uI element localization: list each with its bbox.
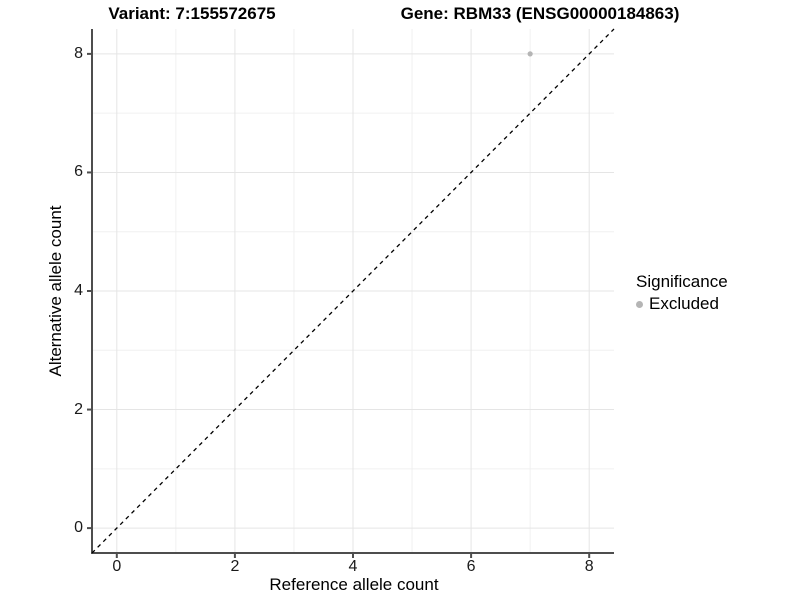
x-tick-label: 8 xyxy=(584,558,594,575)
data-point xyxy=(527,51,533,57)
variant-title: Variant: 7:155572675 xyxy=(108,4,276,23)
x-tick-label: 0 xyxy=(112,558,122,575)
excluded-marker-icon xyxy=(636,300,643,308)
legend-item-excluded: Excluded xyxy=(636,294,728,314)
y-tick-label: 0 xyxy=(74,519,83,537)
x-axis-label: Reference allele count xyxy=(269,575,439,594)
y-tick-label: 4 xyxy=(74,282,83,299)
x-tick-label: 4 xyxy=(348,558,358,575)
x-tick-label: 6 xyxy=(466,558,476,575)
legend-item-label: Excluded xyxy=(649,294,719,313)
legend: Significance Excluded xyxy=(636,272,728,314)
gene-title: Gene: RBM33 (ENSG00000184863) xyxy=(400,4,680,23)
y-axis-label: Alternative allele count xyxy=(46,205,65,377)
y-tick-label: 8 xyxy=(74,44,83,62)
y-tick-label: 2 xyxy=(74,400,83,418)
legend-title: Significance xyxy=(636,272,728,291)
identity-line xyxy=(91,28,615,554)
y-tick-label: 6 xyxy=(74,163,83,181)
x-tick-label: 2 xyxy=(230,558,240,575)
